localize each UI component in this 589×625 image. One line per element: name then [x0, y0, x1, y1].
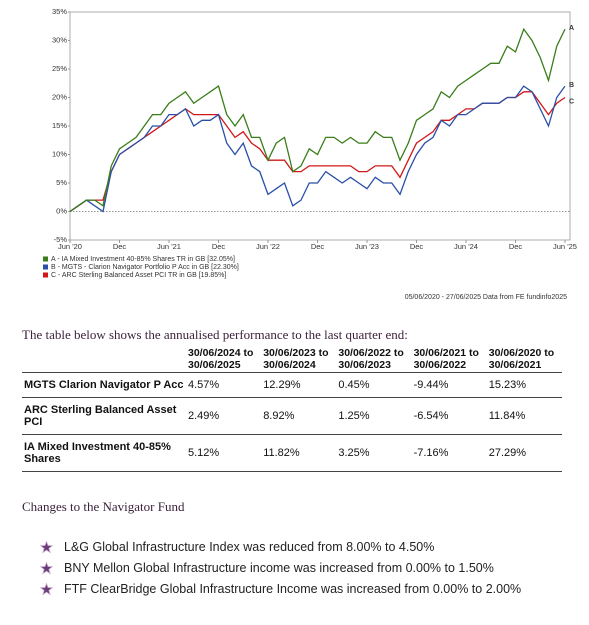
change-item: L&G Global Infrastructure Index was redu…	[40, 538, 550, 556]
table-cell: 0.45%	[336, 372, 412, 398]
table-cell: 12.29%	[261, 372, 337, 398]
x-tick-label: Dec	[509, 242, 523, 251]
legend-label: C - ARC Sterling Balanced Asset PCI TR i…	[51, 272, 226, 279]
y-tick-label: 20%	[52, 92, 67, 101]
legend-label: A - IA Mixed Investment 40-85% Shares TR…	[51, 256, 235, 263]
change-text: BNY Mellon Global Infrastructure income …	[64, 561, 494, 575]
row-label: IA Mixed Investment 40-85% Shares	[22, 434, 186, 472]
legend-label: B - MGTS - Clarion Navigator Portfolio P…	[51, 264, 239, 271]
bullet-icon	[40, 562, 53, 575]
x-tick-label: Jun '24	[454, 242, 478, 251]
table-cell: 1.25%	[336, 397, 412, 435]
x-tick-label: Jun '25	[553, 242, 577, 251]
caption: The table below shows the annualised per…	[22, 327, 408, 342]
series-line	[69, 27, 566, 213]
y-tick-label: 30%	[52, 35, 67, 44]
x-tick-label: Dec	[410, 242, 424, 251]
performance-table: 30/06/2024 to 30/06/2025 30/06/2023 to 3…	[22, 346, 562, 472]
y-tick-label: 15%	[52, 121, 67, 130]
series-line	[69, 91, 566, 213]
bullet-icon	[40, 541, 53, 554]
table-cell: 27.29%	[486, 434, 562, 472]
change-item: FTF ClearBridge Global Infrastructure In…	[40, 580, 550, 598]
header-cell: 30/06/2024 to 30/06/2025	[188, 347, 254, 371]
y-tick-label: 0%	[56, 206, 67, 215]
y-tick-label: 35%	[52, 7, 67, 16]
x-tick-label: Jun '21	[157, 242, 181, 251]
table-cell: 15.23%	[486, 372, 562, 398]
table-row: IA Mixed Investment 40-85% Shares 5.12% 11…	[22, 434, 562, 472]
table-cell: 4.57%	[186, 372, 262, 398]
y-tick-label: 10%	[52, 149, 67, 158]
table-cell: -9.44%	[411, 372, 487, 398]
end-label: A	[569, 25, 574, 32]
end-label: B	[569, 82, 574, 89]
header-cell: 30/06/2021 to 30/06/2022	[413, 347, 479, 371]
table-row: ARC Sterling Balanced Asset PCI 2.49% 8.92…	[22, 397, 562, 435]
series-line	[69, 85, 566, 213]
bullet-icon	[40, 583, 53, 596]
end-label: C	[569, 98, 574, 105]
source: 05/06/2020 - 27/06/2025 Data from FE fun…	[405, 294, 567, 301]
change-text: L&G Global Infrastructure Index was redu…	[64, 540, 435, 554]
x-tick-label: Jun '22	[256, 242, 280, 251]
chart: 05/06/2020 - 27/06/2025 Data from FE fun…	[43, 7, 577, 301]
header-cell: 30/06/2023 to 30/06/2024	[263, 347, 329, 371]
table-cell: -7.16%	[411, 434, 487, 472]
legend-swatch	[43, 256, 48, 262]
header-cell: 30/06/2020 to 30/06/2021	[488, 347, 555, 371]
legend-swatch	[43, 264, 48, 270]
changes-list: L&G Global Infrastructure Index was redu…	[40, 538, 550, 601]
table-cell: 11.84%	[486, 397, 562, 435]
table-cell: -6.54%	[411, 397, 487, 435]
x-tick-label: Jun '23	[355, 242, 379, 251]
x-tick-label: Dec	[212, 242, 226, 251]
table-row: MGTS Clarion Navigator P Acc 4.57% 12.29% 0…	[22, 372, 562, 398]
table-cell: 8.92%	[261, 397, 337, 435]
change-text: FTF ClearBridge Global Infrastructure In…	[64, 582, 522, 596]
table-cell: 5.12%	[186, 434, 262, 472]
y-tick-label: 25%	[52, 64, 67, 73]
header-row: 30/06/2024 to 30/06/2025 30/06/2023 to 3…	[22, 346, 562, 373]
x-tick-label: Dec	[113, 242, 127, 251]
table-cell: 11.82%	[261, 434, 337, 472]
row-label: MGTS Clarion Navigator P Acc	[22, 372, 186, 398]
y-tick-label: -5%	[54, 235, 68, 244]
header-cell: 30/06/2022 to 30/06/2023	[338, 347, 404, 371]
y-tick-label: 5%	[56, 178, 67, 187]
table-cell: 2.49%	[186, 397, 262, 435]
x-tick-label: Dec	[311, 242, 325, 251]
x-tick-label: Jun '20	[58, 242, 82, 251]
changes-title: Changes to the Navigator Fund	[22, 499, 185, 514]
legend-swatch	[43, 272, 48, 278]
change-item: BNY Mellon Global Infrastructure income …	[40, 559, 550, 577]
table-cell: 3.25%	[336, 434, 412, 472]
row-label: ARC Sterling Balanced Asset PCI	[22, 397, 186, 435]
